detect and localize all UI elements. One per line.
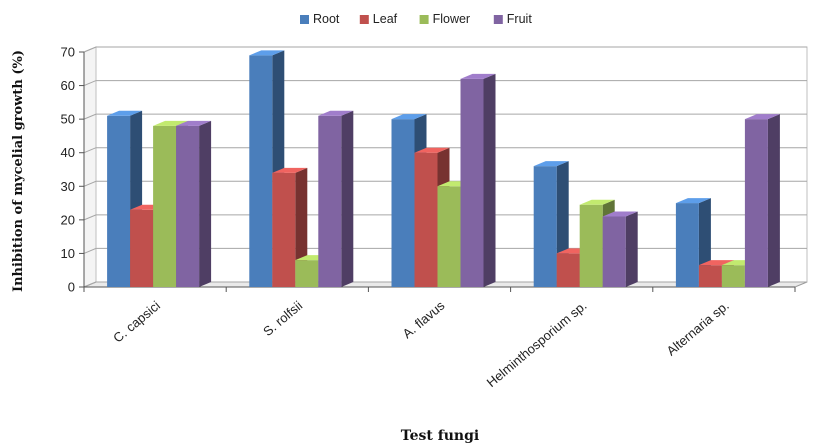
legend-item: Flower <box>419 12 471 26</box>
y-tick-label: 0 <box>68 280 75 295</box>
legend-swatch <box>419 15 429 24</box>
legend-label: Fruit <box>507 12 533 26</box>
bar-front <box>153 125 177 287</box>
gridline <box>83 214 807 221</box>
bar-top <box>107 110 143 116</box>
legend-label: Root <box>313 12 340 26</box>
legend: Root Leaf Flower Fruit <box>300 12 532 26</box>
bar-front <box>579 204 603 287</box>
x-tick-label: A. flavus <box>400 297 448 341</box>
bar-top <box>675 198 711 204</box>
bar-side <box>767 114 780 288</box>
gridline <box>83 113 807 120</box>
legend-label: Flower <box>433 12 471 26</box>
legend-swatch <box>300 15 309 24</box>
y-tick-label: 40 <box>61 145 75 160</box>
bar-front <box>130 209 154 287</box>
y-tick-label: 30 <box>61 179 75 194</box>
bar-top <box>602 211 638 217</box>
bar-top <box>391 114 427 120</box>
x-axis-tick-labels: C. capsici S. rolfsii A. flavus Helminthosp… <box>83 287 796 390</box>
bar-front <box>602 216 626 287</box>
bar-front <box>437 186 461 287</box>
y-tick-label: 20 <box>61 212 75 227</box>
x-axis-title: Test fungi <box>401 428 479 444</box>
bar-side <box>483 73 496 287</box>
bar-top <box>460 73 496 79</box>
bar-front <box>698 265 722 287</box>
bar-top <box>176 120 212 126</box>
bars <box>107 50 780 288</box>
x-tick-label: Helminthosporium sp. <box>484 298 590 390</box>
bar-top <box>533 161 569 167</box>
bar-top <box>272 167 308 173</box>
bar-front <box>107 115 131 288</box>
y-tick-label: 10 <box>61 246 75 261</box>
bar-front <box>414 152 438 287</box>
bar <box>176 120 212 287</box>
bar-front <box>249 55 273 287</box>
y-tick-label: 50 <box>61 112 75 127</box>
bar-top <box>414 147 450 153</box>
gridline <box>83 147 807 154</box>
bar-front <box>391 119 415 288</box>
bar-top <box>744 114 780 120</box>
bar <box>318 110 354 288</box>
legend-item: Root <box>300 12 340 26</box>
y-tick-label: 60 <box>61 78 75 93</box>
legend-swatch <box>359 15 369 24</box>
bar-side <box>625 211 638 287</box>
bar-top <box>153 120 189 126</box>
bar-front <box>176 125 200 287</box>
bar-front <box>721 265 745 287</box>
bar-front <box>318 115 342 288</box>
bar-top <box>249 50 285 56</box>
bar-front <box>295 260 319 287</box>
legend-item: Leaf <box>359 12 398 26</box>
bar-top <box>318 110 354 116</box>
legend-label: Leaf <box>373 12 398 26</box>
legend-swatch <box>493 15 503 24</box>
x-tick-label: Alternaria sp. <box>664 298 732 359</box>
bar <box>744 114 780 288</box>
bar-front <box>744 119 768 288</box>
gridline <box>83 46 807 53</box>
bar <box>460 73 496 287</box>
bar-front <box>675 203 699 287</box>
bar-top <box>579 199 615 205</box>
bar-front <box>460 78 484 287</box>
legend-item: Fruit <box>493 12 533 26</box>
bar <box>602 211 638 287</box>
bar-side <box>199 120 212 287</box>
y-axis-title: Inhibition of mycelial growth (%) <box>11 50 26 292</box>
gridline <box>83 180 807 187</box>
bar-top <box>698 260 734 266</box>
y-tick-label: 70 <box>61 45 75 60</box>
x-tick-label: C. capsici <box>110 298 163 346</box>
bar-front <box>533 166 557 287</box>
bar-front <box>556 253 580 287</box>
gridline <box>83 80 807 87</box>
bar-front <box>272 172 296 287</box>
x-tick-label: S. rolfsii <box>260 298 305 339</box>
bar-side <box>341 110 354 288</box>
